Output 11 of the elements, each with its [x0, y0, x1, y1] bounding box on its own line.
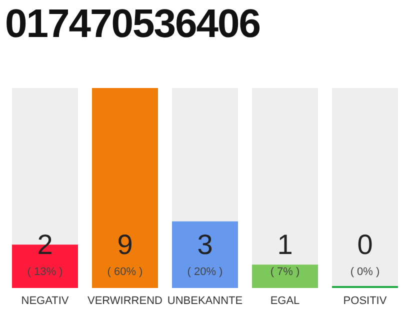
data-label: 0 ( 0% ) — [350, 229, 380, 278]
data-label: 9 ( 60% ) — [107, 229, 143, 278]
x-tick-label: EGAL — [270, 294, 300, 307]
data-label: 3 ( 20% ) — [187, 229, 223, 278]
x-tick-label: VERWIRREND — [88, 294, 163, 307]
data-label: 1 ( 7% ) — [270, 229, 300, 278]
x-tick-label: NEGATIV — [21, 294, 70, 307]
bar — [252, 264, 318, 288]
x-tick-label: UNBEKANNTE — [167, 294, 243, 307]
x-tick-label: POSITIV — [343, 294, 388, 307]
chart-title: 017470536406 — [5, 1, 260, 48]
